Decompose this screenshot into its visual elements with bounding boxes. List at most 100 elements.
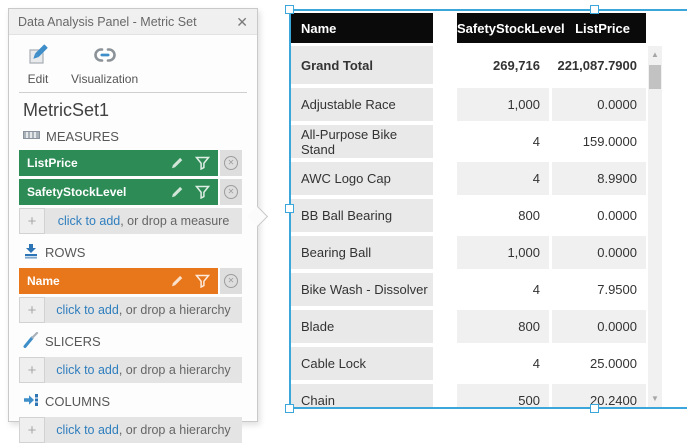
panel-title-bar[interactable]: Data Analysis Panel - Metric Set ✕ — [9, 9, 257, 35]
click-to-add-row-link[interactable]: click to add — [56, 303, 119, 317]
safetystocklevel-value: 4 — [457, 273, 549, 306]
panel-toolbar: Edit Visualization — [9, 35, 257, 90]
table-row[interactable]: All-Purpose Bike Stand 4 159.0000 — [291, 125, 646, 158]
edit-button[interactable]: Edit — [25, 42, 51, 86]
resize-handle-top-middle[interactable] — [590, 5, 599, 14]
safetystocklevel-value: 4 — [457, 125, 549, 158]
value-column-headers: SafetyStockLevel ListPrice — [457, 13, 646, 43]
visualization-label: Visualization — [71, 72, 139, 86]
filter-funnel-icon[interactable] — [195, 156, 210, 170]
edit-pencil-icon[interactable] — [170, 185, 184, 199]
row-label: Adjustable Race — [291, 88, 433, 121]
listprice-value: 0.0000 — [552, 199, 646, 232]
remove-measure-icon[interactable]: ✕ — [220, 179, 242, 205]
safetystocklevel-value: 269,716 — [457, 46, 549, 84]
remove-measure-icon[interactable]: ✕ — [220, 150, 242, 176]
row-label: BB Ball Bearing — [291, 199, 433, 232]
row-label: AWC Logo Cap — [291, 162, 433, 195]
add-plus-icon[interactable]: + — [19, 417, 45, 443]
measures-label: MEASURES — [46, 129, 119, 144]
listprice-value: 7.9500 — [552, 273, 646, 306]
listprice-value: 20.2400 — [552, 384, 646, 408]
add-row-hierarchy-row[interactable]: + click to add, or drop a hierarchy — [19, 297, 242, 323]
table-body: Grand Total 269,716 221,087.7900 Adjusta… — [291, 46, 646, 408]
click-to-add-measure-link[interactable]: click to add — [57, 214, 121, 228]
scrollbar-thumb[interactable] — [649, 65, 661, 89]
table-row[interactable]: Bearing Ball 1,000 0.0000 — [291, 236, 646, 269]
click-to-add-column-link[interactable]: click to add — [56, 423, 119, 437]
rows-icon — [23, 243, 39, 262]
safetystocklevel-value: 1,000 — [457, 88, 549, 121]
slicers-section-header: SLICERS — [9, 326, 257, 354]
row-pill-name[interactable]: Name ✕ — [19, 268, 242, 294]
metric-set-name: MetricSet1 — [23, 100, 110, 120]
close-icon[interactable]: ✕ — [236, 13, 248, 30]
add-measure-row[interactable]: + click to add, or drop a measure — [19, 208, 242, 234]
table-row[interactable]: Bike Wash - Dissolver 4 7.9500 — [291, 273, 646, 306]
row-label: Chain — [291, 384, 433, 408]
metric-set-table[interactable]: Name SafetyStockLevel ListPrice Grand To… — [291, 13, 662, 408]
table-row[interactable]: AWC Logo Cap 4 8.9900 — [291, 162, 646, 195]
scroll-up-icon[interactable]: ▲ — [651, 50, 659, 59]
table-row[interactable]: Blade 800 0.0000 — [291, 310, 646, 343]
drop-measure-hint: , or drop a measure — [120, 214, 230, 228]
panel-pointer-tail — [246, 205, 269, 228]
drop-hierarchy-hint: , or drop a hierarchy — [118, 303, 231, 317]
scroll-down-icon[interactable]: ▼ — [651, 394, 659, 403]
edit-pencil-icon[interactable] — [170, 274, 184, 288]
click-to-add-slicer-link[interactable]: click to add — [56, 363, 119, 377]
vertical-scrollbar[interactable]: ▲ ▼ — [648, 46, 662, 408]
rows-label: ROWS — [45, 245, 86, 260]
edit-label: Edit — [27, 72, 49, 86]
resize-handle-bottom-middle[interactable] — [590, 404, 599, 413]
columns-section-header: COLUMNS — [9, 386, 257, 414]
filter-funnel-icon[interactable] — [195, 185, 210, 199]
table-header-row: Name SafetyStockLevel ListPrice — [291, 13, 662, 43]
filter-funnel-icon[interactable] — [195, 274, 210, 288]
visualization-button[interactable]: Visualization — [71, 42, 138, 86]
resize-handle-middle-left[interactable] — [285, 204, 294, 213]
edit-pencil-icon[interactable] — [170, 156, 184, 170]
measure-pill-label: ListPrice — [27, 156, 78, 170]
resize-handle-top-left[interactable] — [285, 5, 294, 14]
table-row[interactable]: BB Ball Bearing 800 0.0000 — [291, 199, 646, 232]
add-slicer-row[interactable]: + click to add, or drop a hierarchy — [19, 357, 242, 383]
column-header-name[interactable]: Name — [291, 13, 433, 43]
listprice-value: 0.0000 — [552, 236, 646, 269]
listprice-value: 159.0000 — [552, 125, 646, 158]
safetystocklevel-value: 4 — [457, 347, 549, 380]
add-plus-icon[interactable]: + — [19, 357, 45, 383]
measure-pill-listprice[interactable]: ListPrice ✕ — [19, 150, 242, 176]
table-row[interactable]: Chain 500 20.2400 — [291, 384, 646, 408]
column-gutter — [433, 13, 457, 43]
listprice-value: 0.0000 — [552, 88, 646, 121]
rows-section-header: ROWS — [9, 237, 257, 265]
add-plus-icon[interactable]: + — [19, 297, 45, 323]
table-row[interactable]: Cable Lock 4 25.0000 — [291, 347, 646, 380]
slicers-label: SLICERS — [45, 334, 101, 349]
row-label: All-Purpose Bike Stand — [291, 125, 433, 158]
add-column-row[interactable]: + click to add, or drop a hierarchy — [19, 417, 242, 443]
drop-hierarchy-hint: , or drop a hierarchy — [118, 363, 231, 377]
listprice-value: 0.0000 — [552, 310, 646, 343]
safetystocklevel-value: 4 — [457, 162, 549, 195]
listprice-value: 8.9900 — [552, 162, 646, 195]
row-label: Blade — [291, 310, 433, 343]
slicers-icon — [23, 331, 39, 351]
column-header-listprice[interactable]: ListPrice — [575, 20, 630, 36]
listprice-value: 221,087.7900 — [552, 46, 646, 84]
safetystocklevel-value: 500 — [457, 384, 549, 408]
resize-handle-bottom-left[interactable] — [285, 404, 294, 413]
panel-title: Data Analysis Panel - Metric Set — [18, 14, 197, 29]
table-row[interactable]: Adjustable Race 1,000 0.0000 — [291, 88, 646, 121]
measure-pill-safetystocklevel[interactable]: SafetyStockLevel ✕ — [19, 179, 242, 205]
table-row-grand-total[interactable]: Grand Total 269,716 221,087.7900 — [291, 46, 646, 84]
add-plus-icon[interactable]: + — [19, 208, 45, 234]
listprice-value: 25.0000 — [552, 347, 646, 380]
row-label: Bike Wash - Dissolver — [291, 273, 433, 306]
row-pill-label: Name — [27, 274, 60, 288]
remove-hierarchy-icon[interactable]: ✕ — [220, 268, 242, 294]
visualization-link-icon — [92, 42, 118, 71]
column-header-safetystocklevel[interactable]: SafetyStockLevel — [457, 20, 565, 36]
columns-label: COLUMNS — [45, 394, 111, 409]
